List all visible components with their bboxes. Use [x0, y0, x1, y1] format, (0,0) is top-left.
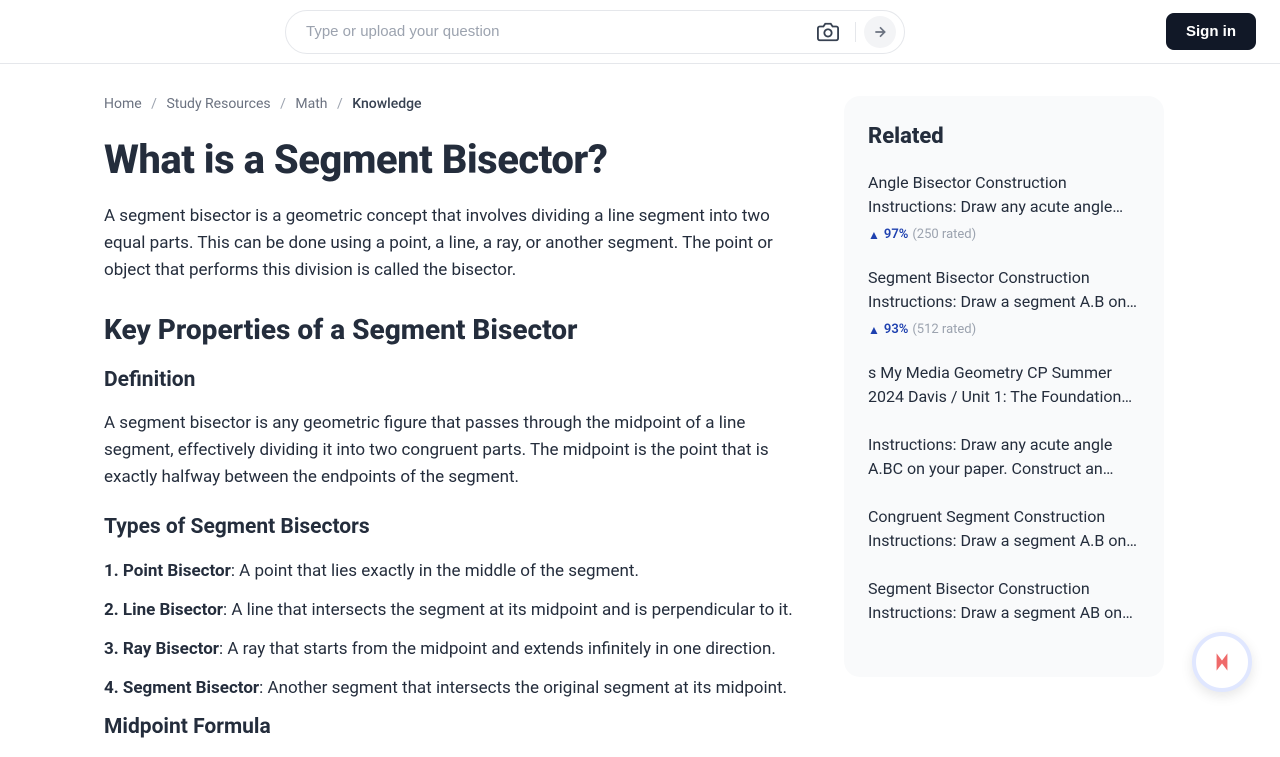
- search-divider: [855, 22, 856, 42]
- related-rating: ▲97% (250 rated): [868, 227, 1140, 242]
- thumbs-up-icon: ▲: [868, 228, 880, 242]
- related-title: Angle Bisector Construction Instructions…: [868, 171, 1140, 219]
- related-item[interactable]: Angle Bisector Construction Instructions…: [868, 171, 1140, 242]
- type-item: 4. Segment Bisector: Another segment tha…: [104, 674, 804, 703]
- related-title: Congruent Segment Construction Instructi…: [868, 505, 1140, 553]
- breadcrumb-current: Knowledge: [352, 96, 421, 112]
- breadcrumb-link-math[interactable]: Math: [295, 96, 327, 112]
- related-title: Instructions: Draw any acute angle A.BC …: [868, 433, 1140, 481]
- search-input[interactable]: [306, 23, 817, 40]
- breadcrumb: Home / Study Resources / Math / Knowledg…: [104, 96, 804, 112]
- type-item: 2. Line Bisector: A line that intersects…: [104, 596, 804, 625]
- breadcrumb-link-home[interactable]: Home: [104, 96, 142, 112]
- related-rating: ▲93% (512 rated): [868, 322, 1140, 337]
- related-title: Segment Bisector Construction Instructio…: [868, 577, 1140, 625]
- related-item[interactable]: s My Media Geometry CP Summer 2024 Davis…: [868, 361, 1140, 409]
- camera-icon[interactable]: [817, 21, 839, 43]
- floating-help-button[interactable]: [1192, 632, 1252, 692]
- related-item[interactable]: Segment Bisector Construction Instructio…: [868, 577, 1140, 625]
- heading-types: Types of Segment Bisectors: [104, 515, 804, 539]
- thumbs-up-icon: ▲: [868, 323, 880, 337]
- intro-paragraph: A segment bisector is a geometric concep…: [104, 203, 804, 285]
- related-item[interactable]: Instructions: Draw any acute angle A.BC …: [868, 433, 1140, 481]
- type-item: 3. Ray Bisector: A ray that starts from …: [104, 635, 804, 664]
- definition-text: A segment bisector is any geometric figu…: [104, 410, 804, 492]
- heading-midpoint: Midpoint Formula: [104, 715, 804, 739]
- related-item[interactable]: Congruent Segment Construction Instructi…: [868, 505, 1140, 553]
- related-item[interactable]: Segment Bisector Construction Instructio…: [868, 266, 1140, 337]
- heading-definition: Definition: [104, 368, 804, 392]
- related-title: Segment Bisector Construction Instructio…: [868, 266, 1140, 314]
- page-title: What is a Segment Bisector?: [104, 136, 804, 183]
- related-title: s My Media Geometry CP Summer 2024 Davis…: [868, 361, 1140, 409]
- related-heading: Related: [868, 124, 1140, 149]
- search-box: [285, 10, 905, 54]
- related-sidebar: Related Angle Bisector Construction Inst…: [844, 96, 1164, 677]
- type-item: 1. Point Bisector: A point that lies exa…: [104, 557, 804, 586]
- breadcrumb-link-resources[interactable]: Study Resources: [166, 96, 270, 112]
- heading-key-properties: Key Properties of a Segment Bisector: [104, 313, 804, 346]
- submit-arrow-button[interactable]: [864, 16, 896, 48]
- sign-in-button[interactable]: Sign in: [1166, 13, 1256, 50]
